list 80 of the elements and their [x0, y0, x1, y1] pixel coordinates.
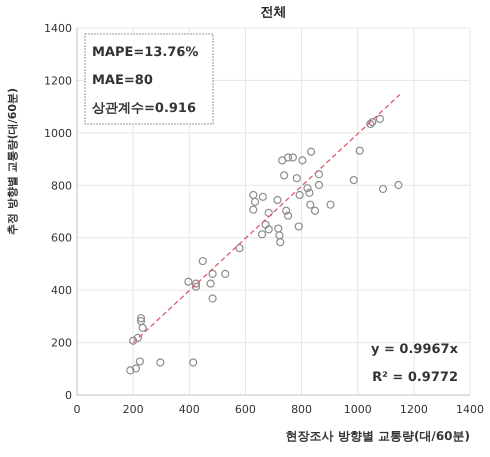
- point: [264, 225, 273, 234]
- point: [294, 222, 303, 231]
- point: [296, 190, 304, 200]
- point: [282, 206, 290, 215]
- chart-title: 전체: [260, 5, 286, 20]
- point: [208, 294, 217, 303]
- annotation: MAPE=13.76%: [92, 45, 198, 60]
- point: [235, 244, 244, 252]
- x-tick-label: 800: [291, 403, 312, 416]
- y-tick-label: 1400: [44, 22, 72, 35]
- point: [366, 120, 374, 128]
- point: [249, 190, 258, 200]
- y-tick-label: 200: [51, 336, 72, 350]
- point: [208, 270, 217, 278]
- x-axis-title: 현장조사 방향별 교통량(대/60분): [286, 429, 470, 443]
- point: [184, 278, 193, 286]
- point: [378, 184, 388, 194]
- point: [206, 279, 215, 288]
- point: [292, 174, 301, 182]
- point: [264, 208, 273, 217]
- x-tick-label: 600: [234, 403, 256, 416]
- point: [298, 156, 307, 164]
- y-tick-label: 1000: [44, 126, 72, 140]
- point: [275, 231, 284, 240]
- point: [273, 196, 282, 204]
- point: [326, 200, 335, 209]
- point: [136, 316, 146, 326]
- x-tick-label: 1400: [456, 403, 484, 416]
- point: [314, 180, 324, 190]
- point: [368, 118, 376, 126]
- point: [136, 357, 144, 366]
- point: [198, 256, 207, 266]
- annotation: 상관계수=0.916: [92, 101, 196, 116]
- y-tick-label: 0: [65, 389, 72, 402]
- point: [129, 336, 138, 345]
- y-tick-label: 1200: [44, 74, 72, 88]
- point: [258, 230, 266, 238]
- y-tick-label: 400: [51, 284, 72, 298]
- point: [250, 198, 260, 206]
- point: [305, 188, 314, 197]
- annotation: y = 0.9967x: [371, 342, 459, 357]
- point: [303, 184, 312, 192]
- point: [288, 153, 297, 162]
- point: [306, 200, 314, 209]
- x-tick-label: 400: [178, 403, 200, 416]
- y-axis-title: 추정 방향별 교통량(대/60분): [6, 88, 19, 236]
- point: [314, 170, 324, 178]
- point: [310, 206, 320, 215]
- x-tick-label: 1000: [344, 403, 372, 416]
- annotation: MAE=80: [92, 73, 153, 88]
- point: [376, 114, 384, 124]
- point: [356, 146, 364, 155]
- point: [280, 171, 288, 180]
- point: [284, 212, 292, 220]
- point: [284, 153, 292, 162]
- point: [189, 358, 198, 367]
- y-tick-label: 600: [51, 232, 72, 245]
- point: [278, 156, 286, 164]
- y-tick-label: 800: [51, 179, 72, 192]
- point: [136, 314, 146, 322]
- annotation: R² = 0.9772: [372, 370, 458, 385]
- point: [192, 279, 200, 288]
- point: [156, 358, 164, 367]
- point: [350, 176, 358, 184]
- point: [132, 364, 140, 373]
- point: [262, 220, 270, 229]
- point: [221, 270, 230, 278]
- point: [192, 282, 200, 291]
- x-tick-label: 200: [122, 403, 144, 416]
- point: [274, 224, 282, 233]
- point: [276, 238, 284, 246]
- point: [126, 366, 134, 374]
- x-tick-label: 0: [74, 403, 80, 416]
- point: [134, 334, 142, 342]
- point: [138, 324, 147, 332]
- x-tick-label: 1200: [400, 403, 428, 416]
- point: [394, 180, 403, 190]
- point: [258, 192, 267, 201]
- point: [249, 206, 258, 214]
- point: [307, 148, 316, 156]
